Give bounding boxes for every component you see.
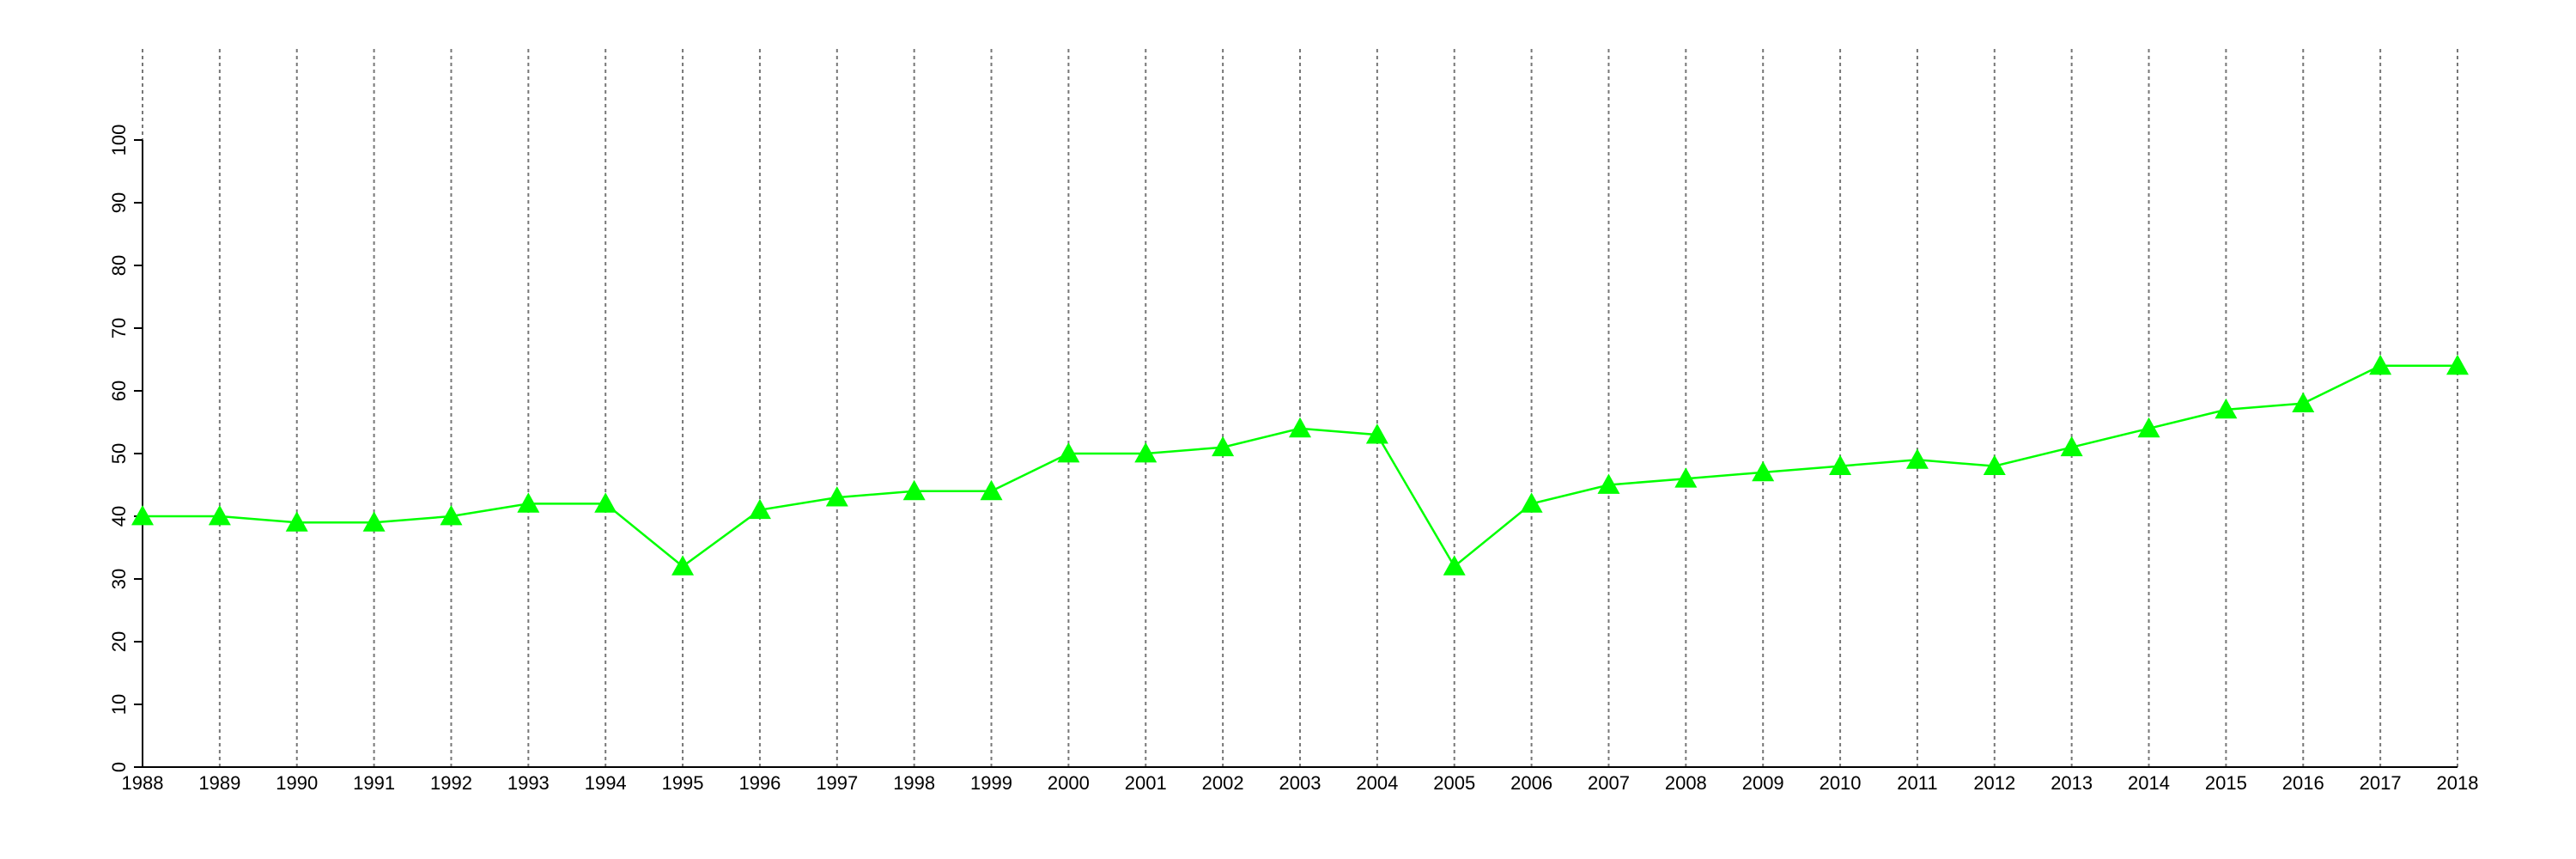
x-tick-label: 1992	[430, 772, 472, 794]
x-tick-label: 2000	[1048, 772, 1090, 794]
marker	[285, 511, 308, 532]
x-tick-label: 2018	[2437, 772, 2479, 794]
marker	[131, 505, 154, 526]
marker	[748, 498, 771, 520]
x-tick-label: 2012	[1973, 772, 2015, 794]
x-tick-label: 1990	[276, 772, 318, 794]
x-tick-label: 2010	[1820, 772, 1862, 794]
marker	[1983, 454, 2006, 475]
x-tick-label: 1988	[122, 772, 164, 794]
x-tick-label: 2003	[1279, 772, 1321, 794]
y-tick-label: 10	[108, 694, 130, 715]
y-tick-label: 90	[108, 192, 130, 213]
marker	[902, 479, 926, 501]
x-tick-label: 1999	[970, 772, 1012, 794]
marker	[1289, 417, 1311, 438]
x-tick-label: 2014	[2128, 772, 2170, 794]
x-tick-label: 1998	[893, 772, 935, 794]
x-tick-label: 2017	[2360, 772, 2402, 794]
y-tick-label: 30	[108, 569, 130, 589]
marker	[517, 492, 540, 513]
y-tick-label: 40	[108, 506, 130, 527]
x-tick-label: 2001	[1125, 772, 1167, 794]
y-tick-label: 50	[108, 443, 130, 464]
y-tick-label: 70	[108, 318, 130, 338]
x-tick-label: 2005	[1433, 772, 1475, 794]
marker	[1905, 448, 1929, 469]
y-tick-label: 0	[108, 762, 130, 772]
marker	[1365, 423, 1388, 444]
x-tick-label: 1997	[816, 772, 858, 794]
x-tick-label: 2015	[2205, 772, 2247, 794]
marker	[980, 479, 1003, 501]
marker	[2369, 354, 2392, 375]
marker	[1829, 454, 1852, 475]
marker	[671, 555, 695, 576]
marker	[2060, 436, 2083, 457]
x-tick-label: 1994	[585, 772, 627, 794]
x-tick-label: 2006	[1510, 772, 1552, 794]
marker	[440, 505, 463, 526]
x-tick-label: 1989	[198, 772, 240, 794]
x-tick-label: 1995	[662, 772, 704, 794]
y-tick-label: 80	[108, 255, 130, 276]
x-tick-label: 2016	[2282, 772, 2324, 794]
marker	[1752, 460, 1775, 482]
y-tick-label: 20	[108, 631, 130, 652]
marker	[1674, 467, 1698, 488]
x-tick-label: 2007	[1588, 772, 1630, 794]
marker	[208, 505, 231, 526]
x-tick-label: 2008	[1665, 772, 1707, 794]
x-tick-label: 2009	[1742, 772, 1784, 794]
x-tick-label: 2004	[1356, 772, 1398, 794]
x-tick-label: 1996	[738, 772, 781, 794]
y-tick-label: 60	[108, 381, 130, 401]
marker	[362, 511, 386, 532]
x-tick-label: 2002	[1202, 772, 1244, 794]
marker	[1212, 436, 1235, 457]
marker	[1443, 555, 1466, 576]
marker	[1057, 442, 1080, 463]
x-tick-label: 1991	[353, 772, 395, 794]
x-tick-label: 2011	[1897, 772, 1937, 794]
marker	[1134, 442, 1157, 463]
marker	[1520, 492, 1543, 513]
marker	[2137, 417, 2160, 438]
marker	[2215, 398, 2238, 419]
marker	[1597, 473, 1620, 494]
marker	[825, 486, 848, 507]
y-tick-label: 100	[108, 125, 130, 156]
marker	[2446, 354, 2469, 375]
x-tick-label: 1993	[507, 772, 550, 794]
marker	[594, 492, 617, 513]
x-tick-label: 2013	[2050, 772, 2093, 794]
marker	[2292, 392, 2315, 412]
